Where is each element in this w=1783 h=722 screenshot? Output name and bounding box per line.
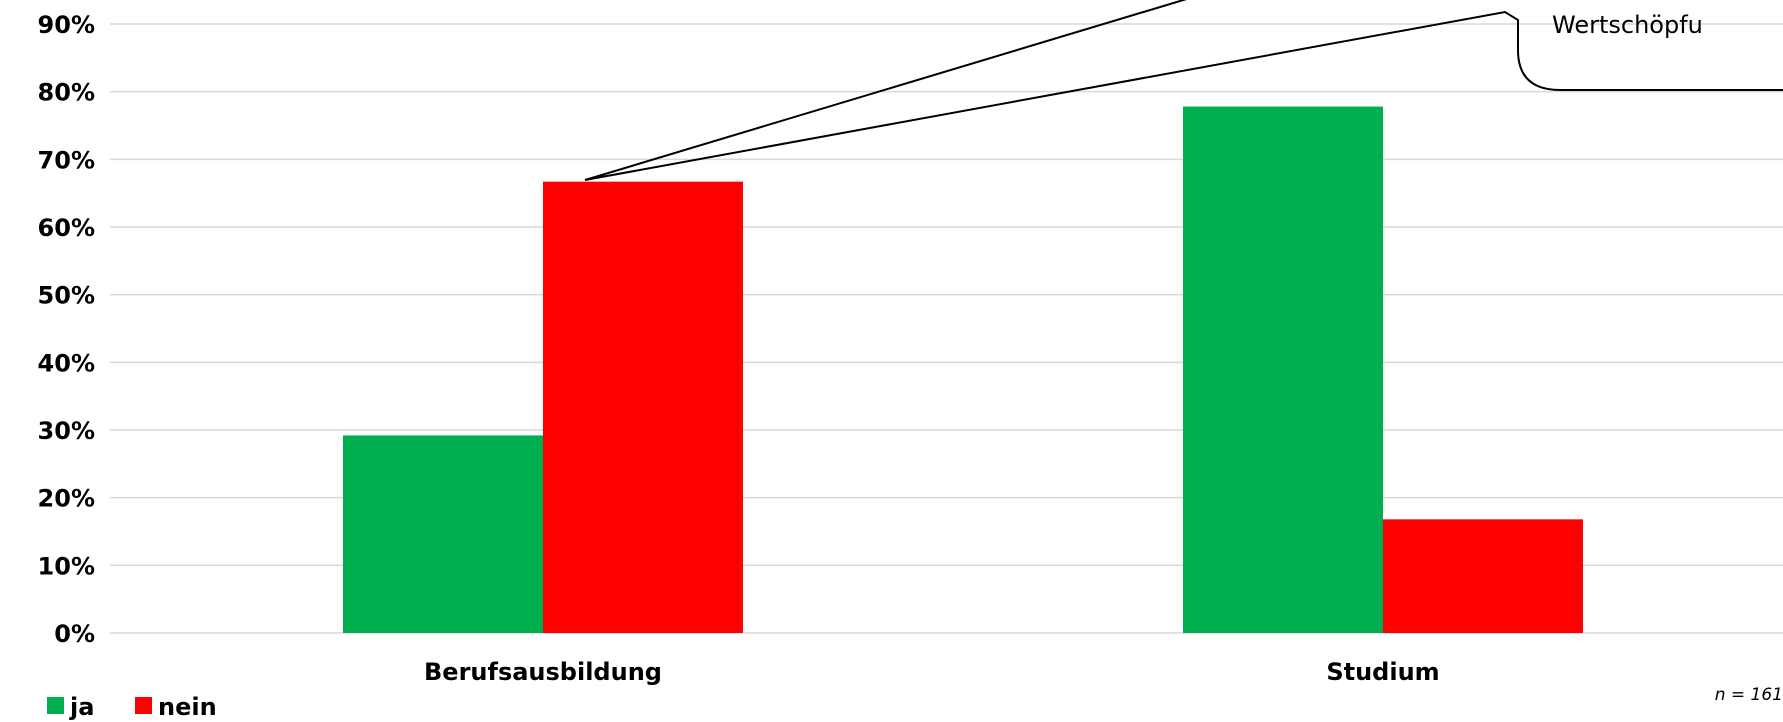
- sample-size-note: n = 161: [1715, 685, 1783, 705]
- y-axis-ticks: 0% 10% 20% 30% 40% 50% 60% 70% 80% 90%: [38, 11, 95, 648]
- legend-label-ja: ja: [69, 693, 94, 721]
- legend: ja nein: [47, 693, 217, 721]
- callout: Wertschöpfu: [584, 0, 1783, 181]
- y-tick-label: 50%: [38, 282, 95, 310]
- legend-swatch-nein: [135, 697, 152, 714]
- legend-swatch-ja: [47, 697, 64, 714]
- x-axis-categories: Berufsausbildung Studium: [424, 658, 1440, 686]
- callout-bubble: [584, 0, 1783, 181]
- y-tick-label: 0%: [54, 620, 95, 648]
- bar-ja-studium: [1183, 106, 1383, 633]
- y-tick-label: 40%: [38, 349, 95, 377]
- bar-ja-berufsausbildung: [343, 435, 543, 633]
- y-tick-label: 30%: [38, 417, 95, 445]
- callout-text: Wertschöpfu: [1552, 11, 1703, 39]
- bars: [343, 106, 1583, 633]
- y-tick-label: 10%: [38, 552, 95, 580]
- y-tick-label: 70%: [38, 146, 95, 174]
- bar-nein-studium: [1383, 519, 1583, 633]
- y-tick-label: 20%: [38, 485, 95, 513]
- x-category-label: Berufsausbildung: [424, 658, 662, 686]
- y-tick-label: 60%: [38, 214, 95, 242]
- x-category-label: Studium: [1326, 658, 1439, 686]
- y-tick-label: 90%: [38, 11, 95, 39]
- legend-label-nein: nein: [158, 693, 217, 721]
- y-tick-label: 80%: [38, 79, 95, 107]
- bar-nein-berufsausbildung: [543, 181, 743, 633]
